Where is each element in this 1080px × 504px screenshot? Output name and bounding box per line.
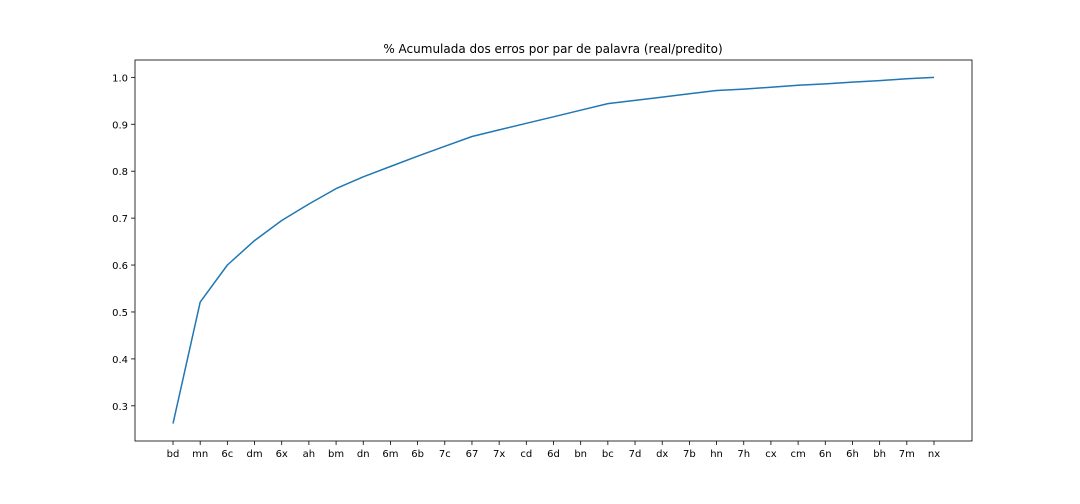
series-layer xyxy=(172,76,935,424)
x-tick-label: 6d xyxy=(547,449,560,460)
x-tick-label: 6b xyxy=(411,449,424,460)
y-tick-label: 0.7 xyxy=(112,214,128,225)
y-tick-label: 0.5 xyxy=(112,308,128,319)
y-tick-label: 0.6 xyxy=(112,261,128,272)
x-tick-label: nx xyxy=(928,449,940,460)
x-tick-label: dx xyxy=(656,449,668,460)
x-tick-label: 7m xyxy=(899,449,915,460)
x-tick-label: bd xyxy=(167,449,180,460)
x-tick-label: cm xyxy=(790,449,805,460)
x-tick-label: bn xyxy=(574,449,587,460)
x-tick-label: 7x xyxy=(493,449,505,460)
x-tick-label: bh xyxy=(873,449,886,460)
chart-title: % Acumulada dos erros por par de palavra… xyxy=(383,42,722,56)
x-tick-label: 6h xyxy=(846,449,859,460)
y-axis: 0.3 0.4 0.5 0.6 0.7 0.8 0.9 1.0 xyxy=(112,73,135,413)
x-tick-label: dn xyxy=(357,449,370,460)
x-tick-label: dm xyxy=(246,449,262,460)
x-tick-label: 6m xyxy=(382,449,398,460)
x-tick-label: ah xyxy=(303,449,315,460)
x-tick-label: 7b xyxy=(683,449,696,460)
x-tick-label: mn xyxy=(192,449,208,460)
x-tick-label: 6c xyxy=(221,449,233,460)
x-tick-label: 67 xyxy=(466,449,479,460)
x-tick-label: 7c xyxy=(439,449,451,460)
x-tick-label: cd xyxy=(520,449,532,460)
y-tick-label: 0.9 xyxy=(112,120,128,131)
x-tick-label: 6x xyxy=(276,449,288,460)
x-tick-label: bc xyxy=(602,449,614,460)
x-tick-label: bm xyxy=(328,449,344,460)
x-tick-label: hn xyxy=(710,449,723,460)
y-tick-label: 0.4 xyxy=(112,355,128,366)
x-axis: bd mn 6c dm 6x ah bm dn 6m 6b 7c 67 7x cd 6d bn bc 7d dx 7b… xyxy=(167,441,940,460)
x-tick-label: 6n xyxy=(819,449,832,460)
x-tick-label: 7h xyxy=(737,449,750,460)
y-tick-label: 0.3 xyxy=(112,402,128,413)
y-tick-label: 0.8 xyxy=(112,167,128,178)
x-tick-label: cx xyxy=(765,449,776,460)
y-tick-label: 1.0 xyxy=(112,73,128,84)
x-tick-label: 7d xyxy=(629,449,642,460)
series-line xyxy=(172,76,935,424)
